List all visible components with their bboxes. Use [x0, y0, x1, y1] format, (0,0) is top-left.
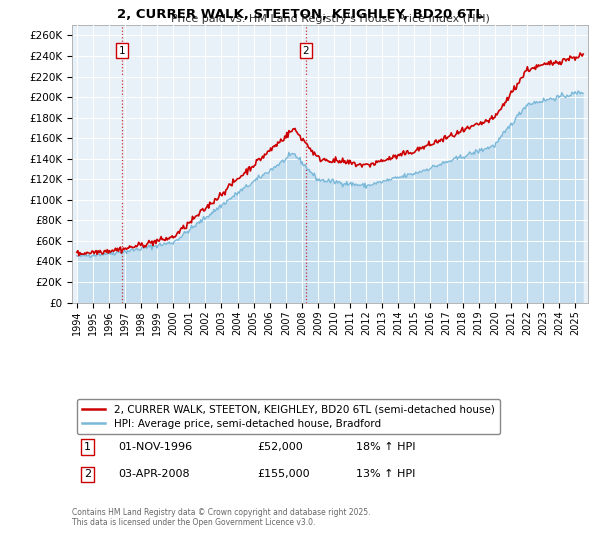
Text: £52,000: £52,000: [258, 442, 304, 452]
Text: 18% ↑ HPI: 18% ↑ HPI: [356, 442, 415, 452]
Text: 2: 2: [84, 469, 91, 479]
Text: 13% ↑ HPI: 13% ↑ HPI: [356, 469, 415, 479]
Text: 03-APR-2008: 03-APR-2008: [118, 469, 190, 479]
Title: Price paid vs. HM Land Registry's House Price Index (HPI): Price paid vs. HM Land Registry's House …: [170, 15, 490, 25]
Text: £155,000: £155,000: [258, 469, 310, 479]
Text: 01-NOV-1996: 01-NOV-1996: [118, 442, 193, 452]
Text: 2: 2: [302, 46, 309, 56]
Legend: 2, CURRER WALK, STEETON, KEIGHLEY, BD20 6TL (semi-detached house), HPI: Average : 2, CURRER WALK, STEETON, KEIGHLEY, BD20 …: [77, 399, 500, 434]
Text: 1: 1: [84, 442, 91, 452]
Text: 1: 1: [119, 46, 125, 56]
Text: 2, CURRER WALK, STEETON, KEIGHLEY, BD20 6TL: 2, CURRER WALK, STEETON, KEIGHLEY, BD20 …: [116, 8, 484, 21]
Text: Contains HM Land Registry data © Crown copyright and database right 2025.
This d: Contains HM Land Registry data © Crown c…: [72, 508, 371, 527]
